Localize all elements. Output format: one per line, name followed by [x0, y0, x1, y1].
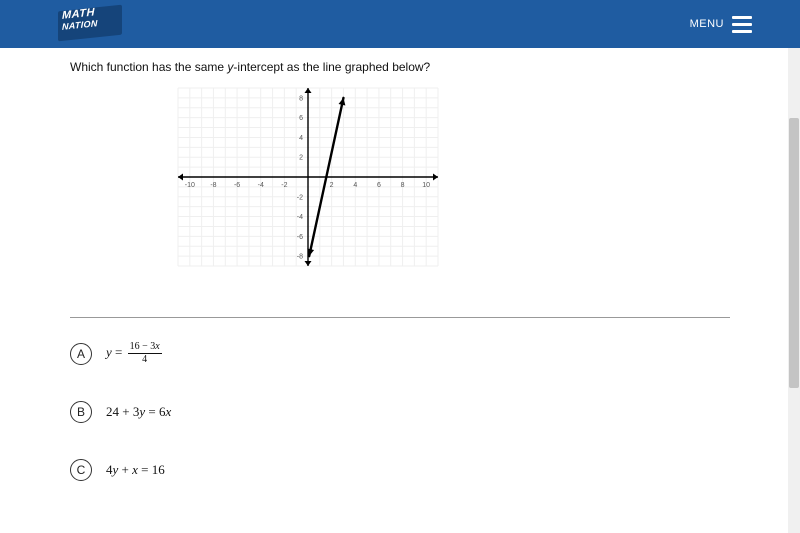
- choice-formula: 24 + 3y = 6x: [106, 404, 171, 420]
- question-text: Which function has the same y-intercept …: [70, 60, 730, 74]
- answer-choice-a[interactable]: Ay = 16 − 3x4: [70, 342, 730, 365]
- menu-button[interactable]: MENU: [690, 16, 752, 33]
- svg-text:6: 6: [377, 182, 381, 189]
- choice-letter: C: [70, 459, 92, 481]
- svg-text:-6: -6: [297, 234, 303, 241]
- svg-text:2: 2: [330, 182, 334, 189]
- scrollbar-thumb[interactable]: [789, 118, 799, 388]
- svg-text:6: 6: [299, 115, 303, 122]
- choice-letter: A: [70, 343, 92, 365]
- svg-text:8: 8: [401, 182, 405, 189]
- svg-text:-8: -8: [297, 254, 303, 261]
- answer-choice-c[interactable]: C 4y + x = 16: [70, 459, 730, 481]
- svg-text:-10: -10: [185, 182, 195, 189]
- hamburger-icon: [732, 16, 752, 33]
- coordinate-graph: -10 -8 -6 -4 -2 2 4 6 8 10 -8 -6 -4 -2 2 4 6 8: [168, 82, 448, 277]
- svg-text:-4: -4: [258, 182, 264, 189]
- svg-text:-2: -2: [281, 182, 287, 189]
- math-nation-logo[interactable]: MATH NATION: [58, 6, 122, 42]
- app-header: MATH NATION MENU: [0, 0, 800, 48]
- svg-text:4: 4: [353, 182, 357, 189]
- menu-label: MENU: [690, 18, 724, 30]
- choice-formula: y = 16 − 3x4: [106, 342, 162, 365]
- svg-text:-2: -2: [297, 194, 303, 201]
- vertical-scrollbar[interactable]: [788, 48, 800, 533]
- svg-text:4: 4: [299, 135, 303, 142]
- section-divider: [70, 317, 730, 318]
- answer-choice-b[interactable]: B 24 + 3y = 6x: [70, 401, 730, 423]
- svg-text:10: 10: [422, 182, 430, 189]
- svg-text:8: 8: [299, 95, 303, 102]
- svg-text:-8: -8: [210, 182, 216, 189]
- choice-letter: B: [70, 401, 92, 423]
- svg-text:2: 2: [299, 155, 303, 162]
- choice-formula: 4y + x = 16: [106, 462, 165, 478]
- question-content: Which function has the same y-intercept …: [0, 48, 800, 481]
- svg-text:-4: -4: [297, 214, 303, 221]
- svg-text:-6: -6: [234, 182, 240, 189]
